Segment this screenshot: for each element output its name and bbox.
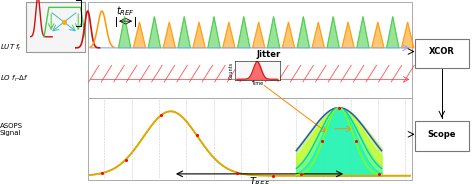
- Polygon shape: [208, 17, 220, 48]
- Polygon shape: [267, 17, 280, 48]
- Y-axis label: Counts: Counts: [229, 62, 234, 79]
- Text: Scope: Scope: [428, 130, 456, 139]
- Polygon shape: [327, 17, 339, 48]
- Text: ASOPS
Signal: ASOPS Signal: [0, 123, 23, 136]
- Polygon shape: [223, 22, 235, 48]
- Bar: [88, 98, 412, 180]
- Polygon shape: [148, 17, 161, 48]
- Polygon shape: [401, 22, 414, 48]
- Text: XCOR: XCOR: [429, 47, 455, 56]
- Polygon shape: [342, 22, 354, 48]
- Polygon shape: [283, 22, 295, 48]
- Text: $T_{REF}$: $T_{REF}$: [249, 175, 270, 184]
- X-axis label: Time: Time: [251, 81, 263, 86]
- Text: $t_{REF}$: $t_{REF}$: [116, 4, 135, 18]
- Polygon shape: [357, 17, 369, 48]
- Polygon shape: [253, 22, 265, 48]
- Polygon shape: [387, 17, 399, 48]
- Bar: [415, 39, 469, 68]
- Bar: [88, 2, 412, 98]
- Text: LUT $f_r$: LUT $f_r$: [0, 43, 22, 53]
- Polygon shape: [133, 22, 146, 48]
- Text: LO $f_r$-$\Delta f$: LO $f_r$-$\Delta f$: [0, 74, 29, 84]
- Polygon shape: [118, 17, 131, 48]
- Polygon shape: [237, 17, 250, 48]
- Bar: [415, 121, 469, 151]
- Polygon shape: [297, 17, 310, 48]
- Polygon shape: [193, 22, 205, 48]
- Polygon shape: [163, 22, 175, 48]
- Bar: [26, 2, 85, 52]
- Polygon shape: [178, 17, 191, 48]
- Text: Jitter: Jitter: [257, 50, 281, 59]
- Polygon shape: [312, 22, 324, 48]
- Polygon shape: [372, 22, 384, 48]
